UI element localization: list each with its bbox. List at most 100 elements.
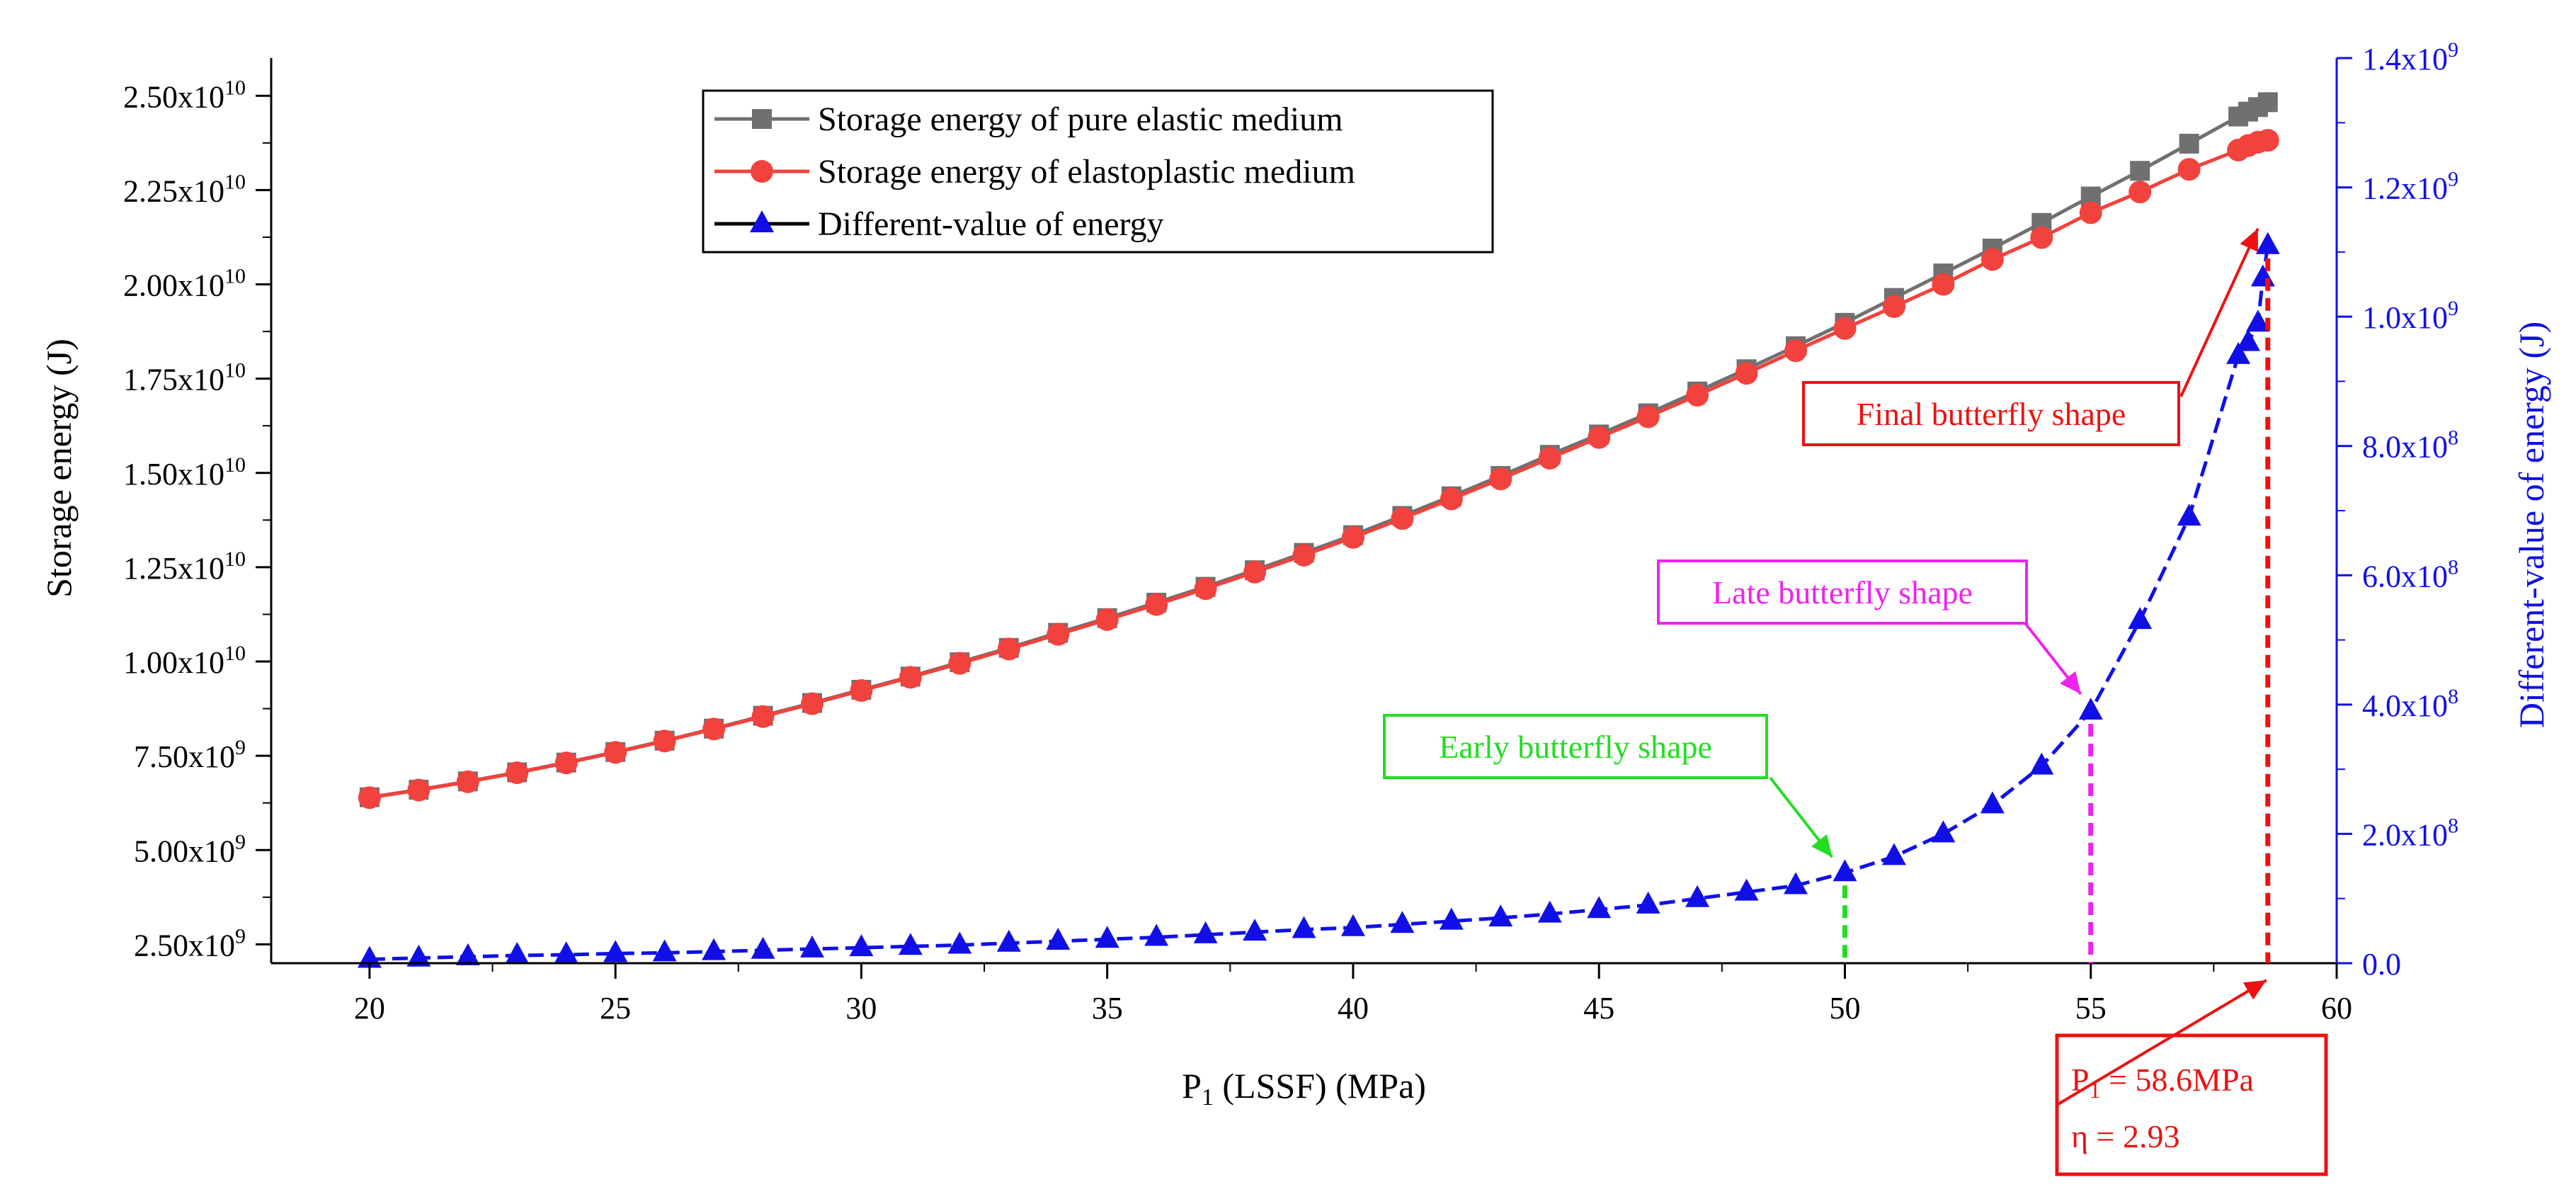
series-3-point [1980,791,2005,814]
series-2-point [2079,201,2102,225]
series-3-point [1537,900,1562,923]
late-butterfly-label: Late butterfly shape [1712,574,1973,610]
left-tick-label: 2.25x1010 [123,170,246,208]
series-3-point [1095,926,1119,948]
legend-marker-3 [750,210,774,232]
x-tick-label: 25 [600,991,631,1026]
series-3-point [1144,924,1169,946]
series-2-point [1882,295,1905,318]
right-tick-label: 1.0x109 [2362,297,2458,335]
series-3-point [996,929,1021,952]
series-3-point [1636,891,1660,914]
result-eta-label: η = 2.93 [2071,1118,2180,1154]
x-tick-label: 60 [2321,991,2352,1026]
final-butterfly-box [1802,381,2180,446]
legend-box [702,89,1494,254]
series-3-point [1193,921,1218,943]
x-tick-label: 20 [354,991,385,1026]
series-1-point [2179,133,2199,154]
final-butterfly-label: Final butterfly shape [1857,396,2126,432]
series-1-point [2257,92,2278,113]
series-3-point [2235,329,2260,351]
series-2-point [2177,158,2201,181]
series-2-point [800,692,823,715]
series-2-point [1538,446,1561,470]
series-3-point [406,944,431,967]
series-3-point [2250,264,2275,287]
left-tick-label: 5.00x109 [134,830,246,868]
series-3-point [1439,907,1464,930]
series-3-point [2245,309,2270,332]
series-3-point [1390,911,1415,933]
series-2-point [1833,317,1857,340]
left-tick-label: 1.75x1010 [123,359,246,397]
series-2-point [358,786,381,810]
series-3-point [1046,927,1071,950]
series-2-point [1194,577,1217,601]
right-axis-title: Different-value of energy (J) [2512,322,2551,728]
result-p1-label: P1 = 58.6MPa [2071,1062,2254,1103]
legend-label-2: Storage energy of elastoplastic medium [818,153,1355,191]
x-axis-title: P1 (LSSF) (MPa) [1182,1066,1426,1111]
left-tick-label: 2.00x1010 [123,265,246,303]
series-3-point [2029,752,2054,775]
series-2-point [407,778,431,802]
series-3-point [554,941,579,964]
series-3-point [799,935,824,958]
series-2-point [850,679,873,703]
left-tick-label: 2.50x1010 [123,76,246,114]
series-2-point [1292,543,1316,567]
series-2-point [1686,384,1709,407]
series-3-point [2226,341,2251,364]
series-3-point [702,938,726,960]
left-tick-label: 1.50x1010 [123,453,246,492]
left-tick-label: 2.50x109 [134,924,246,962]
final-arrow-head [2240,228,2258,252]
x-tick-label: 35 [1092,991,1123,1026]
series-3-point [1292,916,1316,938]
late-arrow-head [2060,671,2081,694]
series-2-point [1145,593,1168,616]
series-2-point [1735,362,1758,385]
series-2-point [948,652,971,675]
late-butterfly-box [1657,560,2028,625]
series-3-point [455,943,480,965]
x-tick-label: 50 [1829,991,1860,1026]
legend-marker-2 [751,160,773,183]
series-3-point [1881,843,1906,865]
early-butterfly-box [1383,714,1768,779]
series-3-point [2128,607,2153,630]
legend-marker-1 [752,109,772,129]
series-2-point [1047,623,1070,646]
series-2-point [1489,467,1512,491]
series-2-point [751,705,775,728]
series-2-point [1981,248,2004,271]
series-2-point [997,637,1020,661]
legend-label-1: Storage energy of pure elastic medium [818,101,1343,138]
result-arrow [2056,979,2267,1106]
series-2-point [1440,487,1463,511]
series-3-point [1784,872,1808,894]
series-3-point [2177,504,2201,526]
legend-label-3: Different-value of energy [818,205,1164,243]
right-tick-label: 2.0x108 [2362,814,2458,852]
right-tick-label: 8.0x108 [2362,426,2458,465]
left-axis-title: Storage energy (J) [39,339,79,598]
series-2-point [702,717,726,741]
series-2-point [1391,507,1414,530]
series-2-point [506,761,529,785]
series-2-point [2128,181,2152,204]
series-3-point [603,940,628,962]
series-3-point [1488,904,1513,927]
series-2-point [1095,608,1119,631]
left-tick-label: 7.50x109 [134,736,246,774]
series-2-point [554,751,578,775]
series-3-point [2078,697,2103,720]
left-tick-label: 1.00x1010 [123,642,246,680]
series-3-point [1734,878,1759,901]
right-tick-label: 1.4x109 [2362,38,2458,76]
series-2-point [1932,273,1955,296]
x-tick-label: 40 [1338,991,1369,1026]
series-2-point [1243,560,1267,584]
